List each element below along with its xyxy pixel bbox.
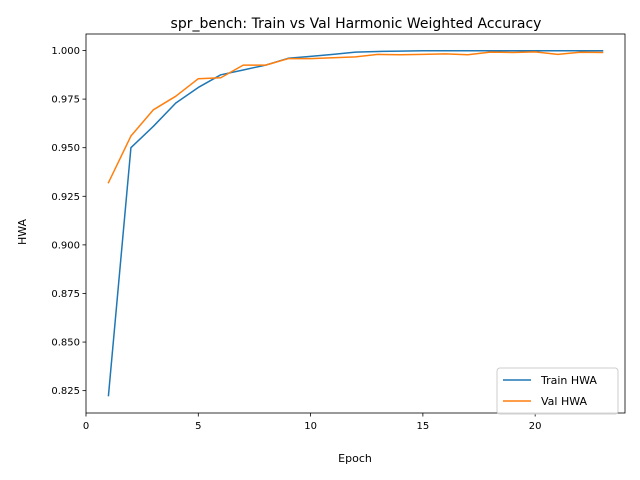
y-tick-label: 1.000 xyxy=(51,46,80,57)
legend: Train HWA Val HWA xyxy=(496,367,619,415)
y-tick-label: 0.875 xyxy=(51,289,80,300)
y-tick-label: 0.825 xyxy=(51,386,80,397)
y-tick-label: 0.900 xyxy=(51,240,80,251)
x-axis-title: Epoch xyxy=(338,452,372,465)
y-tick-label: 0.975 xyxy=(51,95,80,106)
y-tick-label: 0.950 xyxy=(51,143,80,154)
x-tick-label: 15 xyxy=(417,421,430,432)
chart-title: spr_bench: Train vs Val Harmonic Weighte… xyxy=(171,16,542,32)
x-tick-label: 5 xyxy=(195,421,201,432)
series-line-train-hwa xyxy=(107,49,604,397)
series-line-val-hwa xyxy=(107,51,604,184)
axis-ticks: 0 5 10 15 20 0.825 0.850 0.875 0.900 0.925 0.950 0.… xyxy=(51,46,541,432)
y-axis-title: HWA xyxy=(16,218,29,245)
legend-label: Train HWA xyxy=(540,374,597,387)
x-tick-label: 10 xyxy=(304,421,317,432)
plot-area xyxy=(85,33,626,414)
axes-frame xyxy=(85,33,626,414)
x-tick-label: 20 xyxy=(529,421,542,432)
x-tick-label: 0 xyxy=(83,421,89,432)
y-tick-label: 0.850 xyxy=(51,338,80,349)
legend-label: Val HWA xyxy=(541,395,588,408)
y-tick-label: 0.925 xyxy=(51,192,80,203)
